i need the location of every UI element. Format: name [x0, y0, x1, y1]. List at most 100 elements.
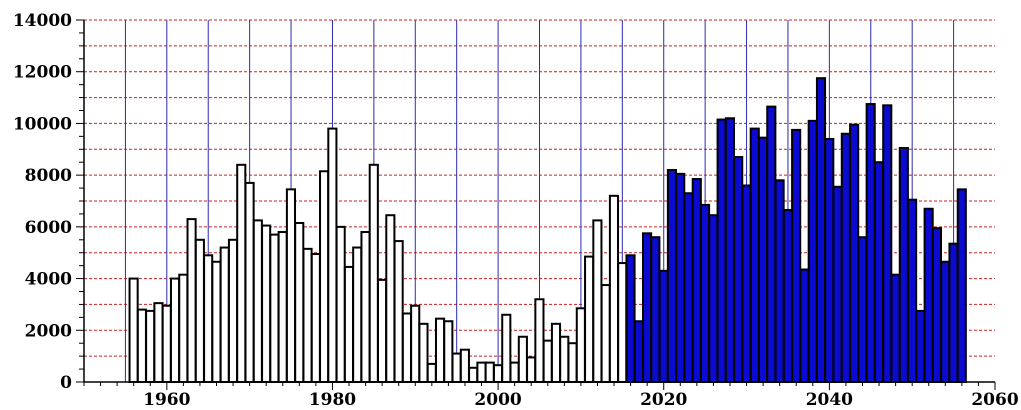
bar-1977 [302, 247, 313, 383]
bar-1961 [169, 277, 181, 384]
bar-2018 [642, 232, 653, 383]
bar-1986 [377, 278, 388, 383]
bar-1959 [153, 302, 164, 384]
bar-2054 [940, 260, 951, 384]
bar-2052 [923, 207, 934, 383]
bar-1968 [227, 238, 239, 383]
bar-2003 [517, 335, 528, 383]
bar-2049 [898, 146, 909, 383]
y-tick-labels: 0 2000 4000 6000 8000 10000 12000 14000 [13, 11, 72, 393]
bar-2041 [832, 185, 843, 383]
bar-2010 [575, 307, 586, 383]
bar-1971 [252, 219, 263, 383]
bar-2035 [782, 209, 793, 383]
bar-1999 [484, 361, 495, 383]
bar-2007 [550, 322, 562, 384]
bar-1989 [401, 312, 412, 384]
bar-1983 [352, 246, 363, 383]
bar-2021 [666, 168, 677, 383]
bar-2048 [890, 273, 901, 383]
x-tick-label: 1980 [309, 390, 356, 410]
bar-2008 [559, 335, 570, 383]
x-tick-label: 2040 [806, 390, 853, 410]
bar-1975 [285, 188, 297, 383]
x-tick-label: 2060 [971, 390, 1018, 410]
axes [76, 19, 996, 390]
bar-1987 [385, 214, 396, 383]
bar-1956 [128, 277, 139, 384]
bar-2011 [584, 255, 595, 383]
bar-2000 [492, 364, 504, 384]
bar-1997 [468, 366, 479, 383]
bar-2055 [948, 242, 959, 383]
bar-1981 [335, 225, 346, 383]
bar-2009 [567, 342, 578, 383]
bar-2026 [708, 214, 719, 383]
bar-1958 [145, 309, 156, 384]
y-tick-label: 10000 [13, 114, 72, 134]
bar-1998 [476, 361, 487, 383]
bar-2001 [501, 313, 512, 383]
bar-2031 [749, 127, 760, 383]
bar-2033 [766, 105, 777, 384]
bar-2039 [815, 77, 827, 384]
bar-2056 [956, 188, 967, 383]
bar-2020 [658, 269, 669, 383]
bar-2004 [526, 356, 537, 384]
bar-2017 [633, 320, 644, 383]
bar-1963 [186, 218, 197, 383]
bar-1991 [418, 322, 429, 384]
bar-1982 [343, 265, 355, 383]
bar-2038 [807, 119, 818, 383]
bar-1988 [393, 240, 404, 383]
bar-1995 [451, 352, 462, 383]
bar-2025 [700, 203, 711, 383]
bar-2032 [757, 136, 769, 383]
bar-1957 [136, 308, 147, 384]
bar-2034 [774, 179, 785, 383]
bar-2015 [617, 262, 628, 383]
bar-1967 [219, 246, 230, 383]
y-tick-label: 14000 [13, 11, 72, 31]
bar-1993 [434, 317, 446, 383]
bar-2023 [683, 192, 694, 383]
bar-2045 [865, 103, 876, 383]
bar-1966 [211, 260, 222, 384]
bar-1972 [261, 224, 272, 383]
bar-2027 [716, 118, 727, 384]
bar-2024 [691, 178, 702, 383]
bar-2051 [915, 309, 926, 384]
y-tick-label: 6000 [25, 218, 72, 238]
bar-1992 [426, 362, 437, 383]
bar-2037 [799, 268, 810, 383]
bar-2012 [592, 219, 603, 383]
bar-1964 [194, 238, 205, 383]
bar-1990 [410, 304, 421, 383]
x-tick-label: 1960 [143, 390, 190, 410]
bar-1979 [319, 170, 330, 383]
bar-2050 [907, 198, 918, 383]
bar-1996 [459, 348, 470, 383]
bar-2005 [534, 298, 545, 384]
bar-1985 [368, 163, 379, 383]
bar-2053 [931, 227, 943, 383]
bar-2030 [741, 184, 752, 383]
bar-1974 [277, 231, 288, 383]
bar-2044 [857, 236, 868, 383]
x-tick-labels: 1960 1980 2000 2020 2040 2060 [143, 390, 1019, 410]
bar-2019 [650, 236, 661, 383]
bar-1973 [269, 233, 280, 383]
bar-1976 [294, 221, 305, 383]
bar-2047 [882, 104, 893, 384]
y-tick-label: 8000 [25, 166, 72, 186]
x-tick-label: 2000 [474, 390, 521, 410]
y-tick-label: 2000 [25, 321, 72, 341]
bar-1960 [161, 304, 172, 383]
bar-2046 [873, 161, 885, 383]
bar-2029 [733, 156, 744, 383]
bar-1980 [327, 127, 338, 383]
x-tick-label: 2020 [640, 390, 687, 410]
bar-2036 [791, 128, 802, 383]
bar-2014 [608, 194, 620, 383]
